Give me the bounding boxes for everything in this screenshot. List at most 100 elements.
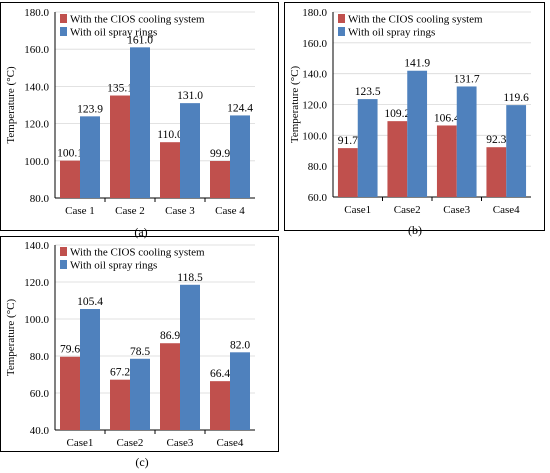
y-tick-label: 100.0 [24, 314, 49, 326]
bar-cios [486, 147, 507, 197]
panel-frame [0, 2, 279, 231]
legend-entry: With the CIOS cooling system [348, 14, 483, 26]
data-label: 141.9 [404, 58, 430, 70]
x-tick-label: Case4 [493, 204, 520, 216]
legend-swatch [60, 14, 67, 23]
legend-swatch [338, 14, 345, 23]
bar-cios [110, 95, 130, 198]
panel-label: (a) [134, 225, 147, 239]
data-label: 105.4 [77, 296, 103, 308]
bar-oil-spray [357, 99, 378, 197]
data-label: 91.7 [338, 135, 358, 147]
legend-entry: With oil spray rings [70, 260, 157, 272]
bar-oil-spray [456, 86, 477, 197]
legend-entry: With oil spray rings [70, 27, 157, 39]
data-label: 135.1 [107, 83, 133, 95]
y-tick-label: 160.0 [302, 38, 327, 50]
panel-frame [284, 2, 545, 231]
x-tick-label: Case1 [67, 437, 94, 449]
data-label: 124.4 [227, 102, 253, 114]
chart-panel-3: 40.0 60.0 80.0 100.0 120.0 140.0 79.6 105.4 Case… [0, 236, 279, 469]
bar-oil-spray [130, 47, 150, 199]
legend-entry: With the CIOS cooling system [70, 247, 205, 259]
x-tick-label: Case3 [443, 204, 470, 216]
bar-cios [60, 160, 80, 198]
y-tick-label: 140.0 [24, 81, 49, 93]
bar-cios [160, 142, 180, 198]
bar-cios [110, 379, 130, 430]
x-tick-label: Case3 [167, 437, 194, 449]
legend-swatch [60, 260, 67, 269]
bar-oil-spray [230, 352, 250, 430]
bar-oil-spray [180, 103, 200, 198]
y-axis-label: Temperature (°C) [289, 66, 301, 144]
panel-label: (c) [135, 455, 148, 469]
chart-panel-1: 80.0 100.0 120.0 140.0 160.0 180.0 100.1 123.9 C… [0, 2, 279, 239]
y-tick-label: 160.0 [24, 44, 49, 56]
legend-swatch [338, 27, 345, 36]
bar-oil-spray [130, 358, 150, 430]
y-tick-label: 60.0 [308, 192, 328, 204]
y-tick-label: 80.0 [308, 161, 328, 173]
legend-entry: With the CIOS cooling system [70, 14, 205, 26]
x-tick-label: Case4 [217, 437, 244, 449]
y-tick-label: 60.0 [30, 388, 50, 400]
bar-oil-spray [180, 284, 200, 430]
data-label: 119.6 [503, 92, 529, 104]
data-label: 86.9 [160, 330, 180, 342]
bar-cios [210, 381, 230, 430]
bar-cios [387, 121, 408, 197]
panel-label: (b) [408, 223, 422, 237]
data-label: 161.0 [127, 34, 153, 46]
y-axis-label: Temperature (°C) [5, 299, 17, 377]
bar-oil-spray [407, 70, 428, 197]
y-tick-label: 140.0 [24, 240, 49, 252]
data-label: 106.4 [434, 112, 460, 124]
data-label: 100.1 [57, 148, 83, 160]
y-tick-label: 120.0 [302, 100, 327, 112]
chart-panel-2: 60.0 80.0 100.0 120.0 140.0 160.0 180.0 91.7 123… [284, 2, 545, 237]
x-tick-label: Case 4 [215, 205, 245, 217]
data-label: 99.9 [210, 148, 230, 160]
data-label: 131.7 [454, 73, 480, 85]
data-label: 123.9 [77, 103, 103, 115]
bar-cios [60, 356, 80, 430]
data-label: 66.4 [210, 368, 230, 380]
data-label: 67.2 [110, 367, 130, 379]
y-tick-label: 40.0 [30, 425, 50, 437]
panel-frame [0, 236, 279, 452]
bar-oil-spray [506, 105, 527, 197]
data-label: 110.0 [157, 129, 183, 141]
bar-cios [210, 160, 230, 198]
x-tick-label: Case 3 [165, 205, 195, 217]
data-label: 118.5 [177, 272, 203, 284]
data-label: 92.3 [486, 134, 506, 146]
legend-entry: With oil spray rings [348, 27, 435, 39]
data-label: 131.0 [177, 90, 203, 102]
y-tick-label: 120.0 [24, 277, 49, 289]
legend-swatch [60, 27, 67, 36]
y-tick-label: 100.0 [302, 130, 327, 142]
y-tick-label: 80.0 [30, 193, 50, 205]
bar-oil-spray [80, 116, 100, 198]
bar-cios [436, 125, 457, 197]
y-tick-label: 120.0 [24, 119, 49, 131]
x-tick-label: Case 1 [65, 205, 95, 217]
bar-cios [160, 343, 180, 430]
y-tick-label: 140.0 [302, 69, 327, 81]
bar-cios [337, 148, 358, 197]
y-tick-label: 100.0 [24, 156, 49, 168]
legend-swatch [60, 247, 67, 256]
data-label: 82.0 [230, 339, 250, 351]
x-tick-label: Case 2 [115, 205, 145, 217]
data-label: 78.5 [130, 346, 150, 358]
x-tick-label: Case2 [117, 437, 144, 449]
y-tick-label: 180.0 [302, 7, 327, 19]
data-label: 123.5 [355, 86, 381, 98]
y-axis-label: Temperature (°C) [5, 66, 17, 144]
data-label: 79.6 [60, 344, 80, 356]
y-tick-label: 80.0 [30, 351, 50, 363]
x-tick-label: Case2 [394, 204, 421, 216]
y-tick-label: 180.0 [24, 7, 49, 19]
